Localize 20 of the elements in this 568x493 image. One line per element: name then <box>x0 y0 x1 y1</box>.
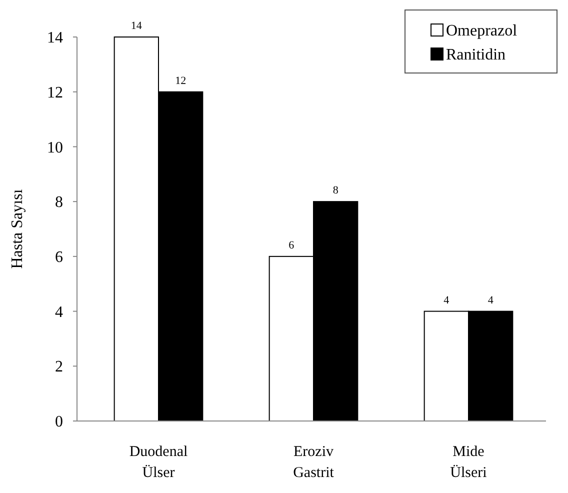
y-tick-label: 12 <box>47 84 63 102</box>
data-label: 4 <box>444 294 450 306</box>
y-tick-label: 0 <box>55 414 63 431</box>
y-tick-label: 2 <box>55 358 63 376</box>
y-axis-title: Hasta Sayısı <box>9 188 26 269</box>
x-tick-label: Eroziv Gastrit <box>293 444 335 481</box>
data-label: 4 <box>488 294 494 306</box>
x-tick-label: Mide Ülseri <box>450 444 487 481</box>
y-tick-label: 4 <box>55 304 63 321</box>
data-label: 8 <box>332 184 339 197</box>
y-tick-label: 14 <box>47 30 63 47</box>
x-tick-label: Duodenal Ülser <box>129 444 188 481</box>
y-tick-label: 6 <box>55 249 63 266</box>
legend-label: Ranitidin <box>446 46 506 64</box>
data-label: 14 <box>130 20 142 32</box>
data-label: 6 <box>288 239 295 252</box>
y-tick-label: 10 <box>47 139 63 156</box>
legend-label: Omeprazol <box>446 22 518 40</box>
data-label: 12 <box>175 74 186 87</box>
y-tick-label: 8 <box>55 194 63 212</box>
